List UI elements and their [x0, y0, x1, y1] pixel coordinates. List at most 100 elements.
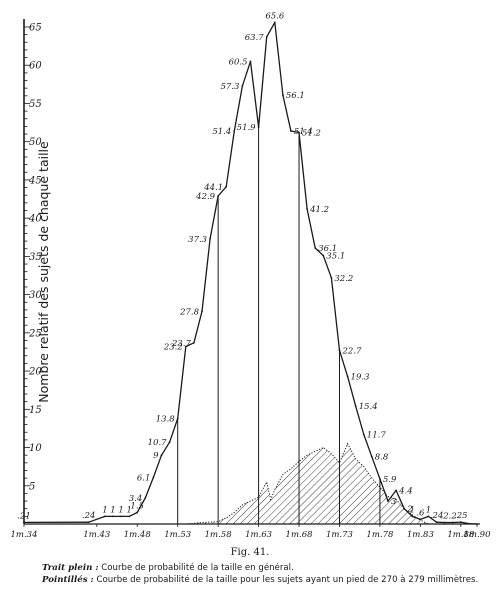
x-tick-label: 1m.83: [407, 530, 434, 540]
data-label: .21: [17, 511, 31, 521]
data-label: 32.2: [334, 274, 353, 284]
y-tick-label: 10: [29, 443, 42, 454]
x-tick-label: 1m.43: [83, 530, 110, 540]
y-tick-label: 5: [29, 481, 35, 492]
x-tick-label: 1m.63: [245, 530, 272, 540]
solid-series-point: [201, 310, 203, 313]
data-label: 13.8: [156, 415, 176, 425]
solid-series-point: [362, 433, 365, 436]
solid-series-point: [144, 497, 147, 499]
solid-series-point: [346, 375, 349, 378]
solid-series-point: [403, 507, 406, 510]
solid-series-point: [451, 521, 454, 524]
data-label: 8.8: [375, 453, 389, 463]
solid-series-point: [23, 521, 25, 524]
data-label: 23.7: [171, 339, 192, 349]
data-label: .6: [416, 508, 425, 518]
solid-series-point: [265, 36, 268, 38]
solid-series-point: [225, 185, 228, 188]
data-label: 1: [102, 505, 107, 515]
data-label: 63.7: [245, 33, 265, 43]
data-label: 3: [391, 497, 396, 507]
solid-series-point: [468, 522, 470, 525]
y-tick-label: 30: [29, 290, 42, 301]
y-tick-label: 25: [28, 328, 42, 339]
x-tick-label: 1m.78: [366, 530, 394, 540]
x-tick-label: 1m.58: [205, 530, 233, 540]
data-label: 15.4: [359, 402, 378, 412]
probability-chart: 5 10 15 20 25 30 35 40 45 50 55 60 65 1m.34 1m.43 1m.48…: [11, 11, 492, 540]
data-label: 65.6: [265, 11, 285, 21]
data-label: 3.4: [129, 494, 143, 504]
data-label: 23.2: [163, 343, 183, 353]
legend-text-dotted: Courbe de probabilité de la taille pour …: [96, 575, 479, 585]
solid-series-point: [233, 130, 236, 132]
solid-series-point: [338, 349, 341, 352]
solid-series-point: [87, 521, 90, 524]
solid-series-point: [217, 195, 220, 197]
data-label: 1: [110, 505, 115, 515]
data-label: 51.9: [237, 123, 257, 133]
data-label: 1: [118, 505, 123, 515]
data-label: 11.7: [367, 431, 387, 441]
solid-series-point: [459, 521, 462, 523]
data-label: 51.4: [212, 127, 231, 137]
data-label: 27.8: [179, 307, 200, 317]
solid-series-point: [354, 405, 357, 408]
solid-series-point: [176, 417, 179, 420]
solid-series-point: [168, 441, 171, 444]
dotted-series-hatched-area: [185, 443, 429, 524]
solid-series-point: [435, 521, 438, 524]
solid-series-point: [282, 94, 284, 96]
solid-series-point: [257, 126, 260, 129]
solid-series-point: [298, 131, 300, 134]
solid-series-point: [379, 478, 381, 480]
data-label: 41.2: [309, 205, 329, 215]
data-label: 51.4: [294, 127, 313, 137]
y-tick-label: 35: [29, 252, 42, 263]
x-tick-label: 1m.73: [326, 530, 353, 540]
data-label: .24: [82, 511, 96, 521]
data-label: 10.7: [148, 438, 168, 448]
solid-series-point: [443, 521, 446, 524]
data-label: 36.1: [318, 244, 337, 254]
data-label: 57.3: [220, 82, 239, 92]
data-label: 44.1: [203, 183, 223, 193]
solid-series-point: [387, 500, 389, 502]
y-tick-label: 65: [29, 23, 42, 34]
legend-solid-line: Trait plein : Courbe de probabilité de l…: [42, 563, 294, 573]
data-label: .24: [430, 511, 444, 521]
solid-series-point: [314, 247, 317, 249]
solid-series-point: [249, 60, 252, 63]
solid-series-point: [128, 515, 131, 518]
legend-key-solid: Trait plein :: [42, 563, 99, 573]
y-tick-label: 15: [29, 405, 42, 416]
solid-series-point: [395, 489, 397, 492]
solid-series-point: [411, 515, 414, 518]
legend-text-solid: Courbe de probabilité de la taille en gé…: [101, 563, 294, 573]
y-tick-label: 55: [29, 99, 42, 110]
solid-series-point: [476, 523, 478, 525]
data-label: .25: [454, 511, 468, 521]
x-tick-label: 1m.53: [164, 530, 191, 540]
solid-series-point: [152, 476, 155, 479]
solid-series-point: [136, 511, 139, 514]
y-axis-title: Nombre relatif des sujets de chaque tail…: [36, 141, 51, 403]
data-label: 5.9: [383, 475, 397, 485]
data-label: 1.5: [130, 502, 144, 512]
x-tick-label: 1m.68: [286, 530, 314, 540]
solid-series-point: [427, 515, 430, 518]
solid-series-point: [273, 21, 276, 24]
figure-caption: Fig. 41.: [230, 547, 270, 558]
data-label: 51.2: [302, 129, 321, 139]
solid-series-point: [419, 518, 422, 521]
x-tick-label: 1m.88: [447, 530, 475, 540]
y-tick-label: 45: [28, 175, 42, 186]
data-label: 56.1: [286, 91, 305, 101]
y-tick-label: 20: [28, 367, 42, 378]
data-label: 9: [153, 451, 159, 461]
data-label: 37.3: [188, 235, 207, 245]
data-label: 4.4: [398, 486, 413, 496]
data-label: 1: [426, 505, 431, 515]
data-label: 22.7: [342, 346, 363, 356]
